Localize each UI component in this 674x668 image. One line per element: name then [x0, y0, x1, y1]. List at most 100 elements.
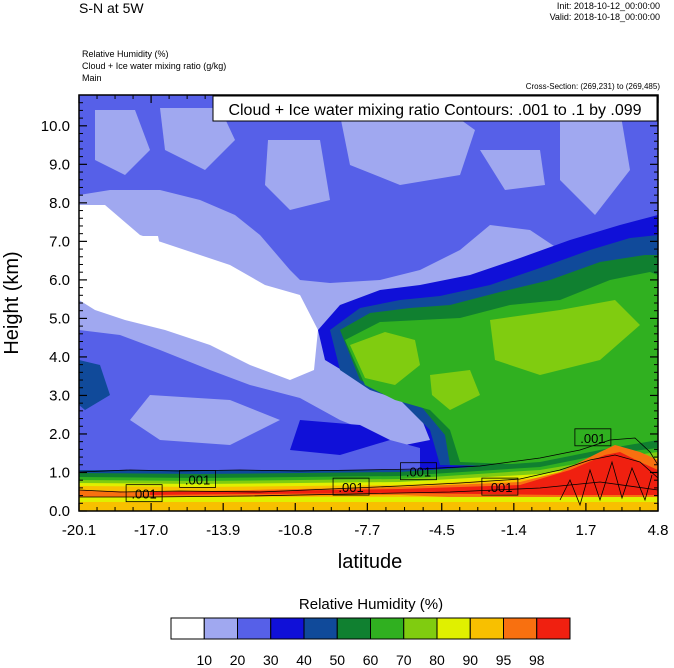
colorbar-swatch: [469, 617, 504, 640]
x-tick-label: -4.5: [429, 522, 455, 539]
rh-patch-40-lower: [290, 420, 390, 455]
x-tick-label: 4.8: [648, 522, 669, 539]
contour-label-text: .001: [185, 472, 210, 487]
contour-label: .001: [125, 484, 163, 503]
y-tick-label: 1.0: [49, 464, 70, 481]
field-label-main: Main: [82, 73, 102, 83]
colorbar-swatch: [336, 617, 371, 640]
y-tick-label: 2.0: [49, 426, 70, 443]
colorbar-level: 50: [329, 652, 345, 668]
rh-surface-95: [79, 502, 658, 511]
rh-patch-20-b: [160, 108, 235, 170]
x-axis-title: latitude: [338, 551, 403, 573]
rh-patch-20-a: [95, 110, 150, 175]
x-tick-label: -10.8: [278, 522, 312, 539]
contour-label-text: .001: [338, 480, 363, 495]
y-tick-label: 3.0: [49, 387, 70, 404]
cloud-contours: [79, 437, 658, 507]
colorbar-level: 40: [296, 652, 312, 668]
colorbar-level: 20: [230, 652, 246, 668]
colorbar-swatch: [503, 617, 538, 640]
field-label-rh: Relative Humidity (%): [82, 49, 169, 59]
x-tick-label: -1.4: [501, 522, 527, 539]
colorbar: [170, 617, 571, 640]
contour-line-middle: [79, 454, 658, 493]
colorbar-title: Relative Humidity (%): [298, 596, 444, 613]
rh-patch-20-lower: [130, 395, 280, 445]
contour-label-text: .001: [131, 487, 156, 502]
colorbar-labels: 10 20 30 40 50 60 70 80 90 95 98: [196, 652, 544, 668]
colorbar-level: 70: [396, 652, 412, 668]
x-tick-label: -7.7: [354, 522, 380, 539]
y-tick-label: 8.0: [49, 195, 70, 212]
rh-patch-20-d: [340, 105, 475, 185]
y-tick-label: 9.0: [49, 156, 70, 173]
contour-info-label: Cloud + Ice water mixing ratio Contours:…: [228, 102, 641, 119]
contour-label: .001: [179, 470, 216, 488]
y-tick-label: 5.0: [49, 310, 70, 327]
colorbar-swatch: [370, 617, 405, 640]
y-tick-labels: 0.0 1.0 2.0 3.0 4.0 5.0 6.0 7.0 8.0 9.0 10.0: [41, 118, 70, 520]
contour-line-lower: [79, 481, 658, 498]
colorbar-swatch: [203, 617, 238, 640]
contour-line-upper: [79, 437, 658, 473]
contour-info-box: [212, 95, 658, 122]
rh-patch-20-c: [265, 140, 330, 210]
y-tick-label: 10.0: [41, 118, 70, 135]
field-label-cloud: Cloud + Ice water mixing ratio (g/kg): [82, 61, 227, 71]
x-tick-labels: -20.1 -17.0 -13.9 -10.8 -7.7 -4.5 -1.4 1.7 4.8: [62, 522, 669, 539]
rh-patch-20-f: [560, 110, 630, 215]
contour-label-box: [332, 477, 370, 496]
rh-patch-20-e: [480, 150, 545, 190]
colorbar-swatch: [170, 617, 205, 640]
valid-time: Valid: 2018-10-18_00:00:00: [549, 12, 660, 22]
y-tick-label: 4.0: [49, 349, 70, 366]
contour-line-convective: [559, 460, 653, 507]
contour-label-box: [125, 484, 163, 503]
colorbar-swatch: [403, 617, 438, 640]
rh-patch-80-a: [350, 332, 420, 385]
colorbar-level: 30: [263, 652, 279, 668]
cross-section-label: Cross-Section: (269,231) to (269,485): [525, 82, 660, 91]
colorbar-level: 90: [462, 652, 478, 668]
contour-value-labels: .001 .001 .001 .001 .001 .001: [125, 428, 612, 503]
colorbar-swatch: [303, 617, 338, 640]
colorbar-swatch: [270, 617, 305, 640]
contour-label-box: [481, 477, 519, 496]
rh-patch-10: [128, 236, 160, 246]
contour-label-text: .001: [487, 480, 512, 495]
contour-label-text: .001: [406, 465, 431, 480]
rh-bl-98-edge: [79, 445, 658, 511]
colorbar-level: 80: [429, 652, 445, 668]
rh-patch-50-west: [79, 360, 110, 410]
x-tick-label: -13.9: [206, 522, 240, 539]
colorbar-level: 95: [496, 652, 512, 668]
contour-label: .001: [481, 477, 519, 496]
contour-label-text: .001: [580, 431, 605, 446]
colorbar-level: 60: [363, 652, 379, 668]
x-tick-label: -20.1: [62, 522, 96, 539]
y-tick-label: 6.0: [49, 272, 70, 289]
rh-patch-80-c: [430, 370, 480, 410]
contour-label: .001: [400, 462, 437, 481]
contour-label-box: [179, 470, 216, 488]
colorbar-level: 98: [529, 652, 545, 668]
x-tick-label: 1.7: [575, 522, 596, 539]
contour-label: .001: [332, 477, 370, 496]
colorbar-swatch: [536, 617, 571, 640]
x-tick-label: -17.0: [134, 522, 168, 539]
contour-label: .001: [574, 428, 612, 447]
rh-band-10-dry: [79, 205, 318, 380]
y-tick-label: 7.0: [49, 233, 70, 250]
colorbar-swatch: [237, 617, 272, 640]
contour-label-box: [574, 428, 612, 447]
y-axis-title: Height (km): [1, 251, 23, 354]
page-title: S-N at 5W: [79, 0, 144, 16]
rh-bl-saturated: [150, 452, 658, 495]
init-time: Init: 2018-10-12_00:00:00: [556, 1, 660, 11]
colorbar-swatch: [436, 617, 471, 640]
y-tick-label: 0.0: [49, 503, 70, 520]
humidity-field: [79, 95, 658, 511]
colorbar-level: 10: [196, 652, 212, 668]
